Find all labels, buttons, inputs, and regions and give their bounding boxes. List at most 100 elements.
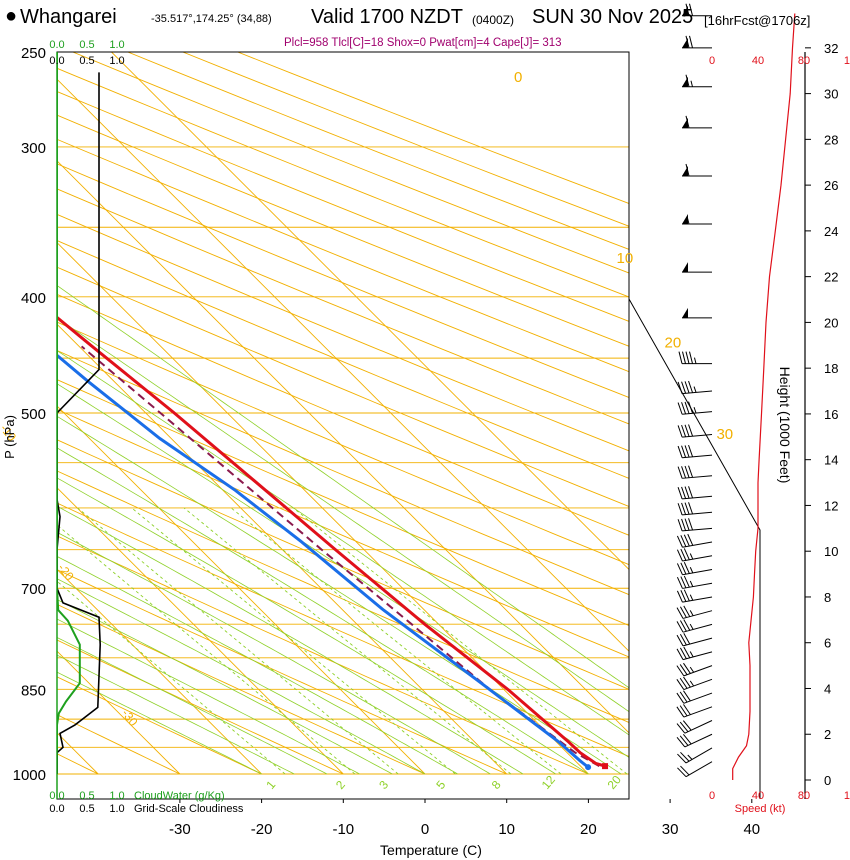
wind-barb-pennant [682, 165, 688, 176]
isotherm [57, 405, 426, 775]
height-tick-label: 14 [824, 453, 838, 468]
isotherm [57, 568, 262, 775]
wind-barb [676, 605, 713, 619]
speed-tick-bottom: 0 [709, 790, 715, 802]
wind-barb-half-flag [690, 80, 693, 87]
speed-tick-top: 12 [844, 55, 850, 67]
wind-barb-flag [676, 706, 685, 718]
temperature-tick-label: 20 [580, 821, 597, 838]
cloudiness-trace [57, 72, 102, 774]
height-tick-label: 26 [824, 178, 838, 193]
moist-adiabat [57, 618, 360, 775]
wind-barb [676, 733, 713, 748]
dry-adiabat [57, 293, 629, 536]
wind-barb [682, 214, 712, 225]
isotherm [57, 323, 508, 775]
cloudiness-tick-top: 0.0 [49, 55, 64, 67]
wind-barb-flag [684, 486, 690, 499]
dry-adiabat [57, 408, 629, 658]
wind-barb-half-flag [693, 386, 697, 393]
cloud-water-label: CloudWater (g/Kg) [134, 790, 225, 802]
wind-barb-flag [679, 691, 688, 703]
mixing-ratio-line [57, 524, 356, 775]
height-tick-label: 4 [824, 681, 831, 696]
wind-barb [676, 690, 713, 704]
wind-barb-staff [682, 569, 713, 576]
wind-barb-flag [679, 606, 687, 618]
wind-barb-staff [683, 665, 713, 677]
pressure-tick-label: 500 [21, 406, 46, 423]
wind-barb-flag [681, 402, 687, 415]
wind-barb-half-flag [687, 754, 693, 760]
wind-barb-flag [678, 351, 683, 364]
speed-tick-bottom: 12 [844, 790, 850, 802]
moist-adiabat [57, 317, 629, 713]
wind-barb-staff [683, 692, 713, 704]
dry-adiabat [57, 321, 629, 566]
wind-barb-staff [682, 596, 713, 603]
moist-adiabat [57, 477, 556, 775]
wind-barb-flag [681, 518, 687, 531]
mixing-ratio-label: 20 [605, 772, 625, 791]
mixing-ratio-label: 12 [539, 772, 559, 791]
speed-tick-top: 80 [798, 55, 810, 67]
temperature-tick-label: 30 [662, 821, 679, 838]
height-tick-label: 2 [824, 727, 831, 742]
height-tick-label: 10 [824, 544, 838, 559]
wind-barb-staff [684, 733, 713, 748]
dry-adiabat [57, 114, 629, 347]
cloudiness-tick-top: 1.0 [109, 55, 124, 67]
temperature-tick-label: -10 [332, 821, 354, 838]
wind-barb-flag [680, 751, 690, 762]
wind-barb-pennant [682, 262, 688, 273]
wind-barb [676, 589, 713, 603]
dry-adiabat [57, 240, 629, 479]
wind-barb-flag [680, 576, 687, 589]
wind-barb-flag [681, 445, 687, 458]
cloud-water-tick-top: 1.0 [109, 39, 124, 51]
dry-adiabat [126, 52, 629, 250]
moist-adiabat [57, 447, 589, 775]
wind-barb-staff [682, 411, 713, 415]
parcel-trace [80, 345, 600, 767]
wind-barb-flag [677, 487, 683, 500]
wind-barb-flag [683, 575, 690, 588]
height-tick-label: 20 [824, 315, 838, 330]
wind-barb-flag [682, 351, 686, 364]
wind-barb [677, 486, 713, 500]
wind-barb-half-flag [689, 567, 694, 574]
mixing-ratio-line [57, 580, 286, 775]
wind-barb-flag [676, 679, 685, 690]
wind-barb-half-flag [689, 610, 694, 616]
wind-barb-flag [680, 535, 687, 547]
chart-grid [57, 52, 629, 775]
dewpoint-trace [57, 353, 590, 769]
wind-barb-staff [682, 527, 713, 532]
moist-adiabat [57, 637, 328, 775]
wind-barb-staff [682, 390, 713, 395]
height-tick-label: 12 [824, 498, 838, 513]
wind-barb-flag [683, 676, 691, 688]
moist-adiabat [57, 599, 393, 775]
zulu-time: (0400Z) [472, 13, 515, 27]
wind-barb-flag [683, 662, 691, 674]
dry-adiabat [57, 349, 629, 596]
wind-barb-staff [682, 511, 713, 516]
isotherm [111, 52, 629, 571]
wind-barb-flag [683, 646, 691, 659]
wind-barb-flag [684, 502, 690, 515]
dry-adiabat [57, 91, 629, 322]
valid-time: Valid 1700 NZDT [311, 6, 463, 28]
wind-barb-staff [682, 582, 713, 589]
pressure-tick-label: 250 [21, 45, 46, 62]
wind-barb-pennant [682, 76, 688, 87]
wind-barb-flag [680, 590, 687, 602]
wind-barb-flag [683, 548, 690, 560]
cloudiness-tick-bottom: 0.0 [49, 803, 64, 815]
wind-barb [677, 518, 713, 532]
cloudiness-tick-bottom: 1.0 [109, 803, 124, 815]
wind-barb-flag [676, 723, 686, 734]
wind-barb-flag [677, 402, 683, 415]
temperature-trace [57, 315, 606, 768]
wind-barb [676, 533, 713, 548]
